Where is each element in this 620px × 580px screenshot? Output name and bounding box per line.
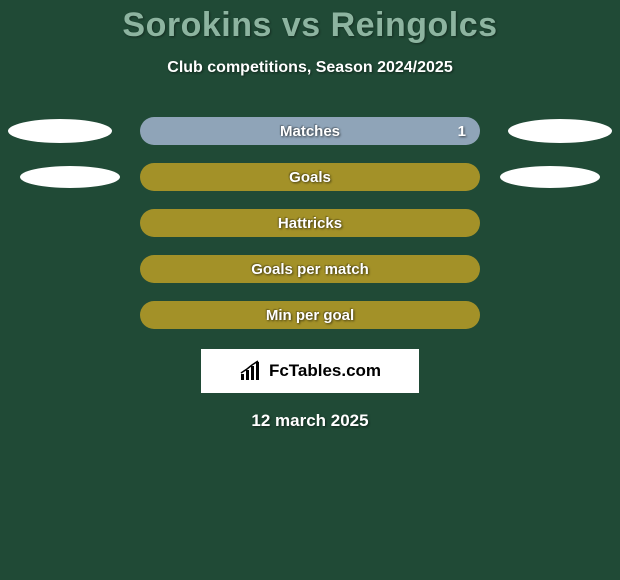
stat-bar: Matches 1 <box>140 117 480 145</box>
stat-label: Goals <box>289 169 331 186</box>
stat-label: Goals per match <box>251 261 369 278</box>
page-title: Sorokins vs Reingolcs <box>0 6 620 45</box>
stat-bar: Min per goal <box>140 301 480 329</box>
left-value-ellipse <box>8 119 112 143</box>
stat-row-min-per-goal: Min per goal <box>0 301 620 329</box>
stat-row-hattricks: Hattricks <box>0 209 620 237</box>
right-value-ellipse <box>500 166 600 188</box>
right-value-ellipse <box>508 119 612 143</box>
stat-bar: Goals per match <box>140 255 480 283</box>
source-logo: FcTables.com <box>201 349 419 393</box>
stat-label: Matches <box>280 123 340 140</box>
logo-text: FcTables.com <box>269 361 381 381</box>
comparison-infographic: Sorokins vs Reingolcs Club competitions,… <box>0 0 620 431</box>
stat-value-right: 1 <box>458 123 466 140</box>
chart-icon <box>239 360 265 382</box>
stat-row-goals: Goals <box>0 163 620 191</box>
date-label: 12 march 2025 <box>0 411 620 431</box>
stat-bar: Goals <box>140 163 480 191</box>
stat-row-goals-per-match: Goals per match <box>0 255 620 283</box>
stat-rows: Matches 1 Goals Hattricks Goals per matc… <box>0 117 620 329</box>
subtitle: Club competitions, Season 2024/2025 <box>0 59 620 77</box>
stat-row-matches: Matches 1 <box>0 117 620 145</box>
stat-label: Hattricks <box>278 215 342 232</box>
stat-label: Min per goal <box>266 307 354 324</box>
left-value-ellipse <box>20 166 120 188</box>
stat-bar: Hattricks <box>140 209 480 237</box>
